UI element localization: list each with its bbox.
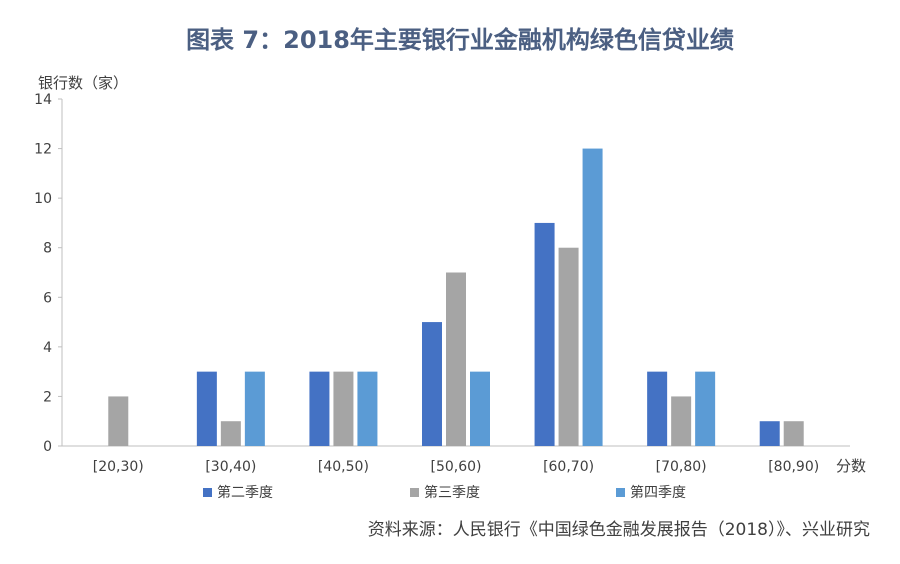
x-tick-label: [30,40) <box>205 459 256 475</box>
chart-title: 图表 7：2018年主要银行业金融机构绿色信贷业绩 <box>186 26 734 54</box>
x-tick-label: [60,70) <box>543 459 594 475</box>
legend-label-3: 第四季度 <box>630 484 686 501</box>
bar-3-3 <box>357 371 378 446</box>
x-tick-label: [50,60) <box>430 459 481 475</box>
bar-2-2 <box>220 421 241 446</box>
bar-3-5 <box>582 148 603 447</box>
bar-1-2 <box>196 371 217 446</box>
bar-1-4 <box>422 322 442 446</box>
x-tick-label: [80,90) <box>768 459 819 475</box>
bar-2-5 <box>558 247 579 446</box>
bar-2-7 <box>783 421 804 446</box>
legend-swatch-1 <box>203 488 212 497</box>
y-tick-label: 8 <box>43 241 52 257</box>
y-tick-label: 0 <box>43 439 52 455</box>
y-tick-label: 12 <box>34 142 52 158</box>
x-tick-label: [70,80) <box>656 459 707 475</box>
y-tick-label: 10 <box>34 191 52 207</box>
legend-label-1: 第二季度 <box>217 484 273 501</box>
bar-1-6 <box>647 371 668 446</box>
bar-1-5 <box>534 222 555 446</box>
bar-3-2 <box>244 371 265 446</box>
plot-area: 0 2 4 6 8 10 12 14 [20,30) [30,40) [40,50) [50,60) [… <box>34 92 850 475</box>
legend-label-2: 第三季度 <box>424 484 480 501</box>
y-tick-label: 14 <box>34 92 52 108</box>
bar-2-4 <box>446 272 466 446</box>
bar-2-1 <box>108 396 129 446</box>
source-note: 资料来源：人民银行《中国绿色金融发展报告（2018）》、兴业研究 <box>368 520 870 540</box>
y-tick-label: 2 <box>43 389 52 405</box>
bar-1-7 <box>759 421 780 446</box>
x-axis-label: 分数 <box>836 457 866 475</box>
x-tick-label: [40,50) <box>318 459 369 475</box>
y-tick-label: 4 <box>43 340 52 356</box>
y-axis-label: 银行数（家） <box>38 74 128 92</box>
x-tick-label: [20,30) <box>93 459 144 475</box>
legend-swatch-3 <box>616 488 625 497</box>
bar-3-6 <box>695 371 716 446</box>
bar-2-6 <box>671 396 692 446</box>
legend: 第二季度 第三季度 第四季度 <box>203 484 686 501</box>
y-tick-label: 6 <box>43 290 52 306</box>
legend-swatch-2 <box>410 488 419 497</box>
bar-1-3 <box>309 371 330 446</box>
bar-2-3 <box>333 371 354 446</box>
bar-3-4 <box>470 371 490 446</box>
